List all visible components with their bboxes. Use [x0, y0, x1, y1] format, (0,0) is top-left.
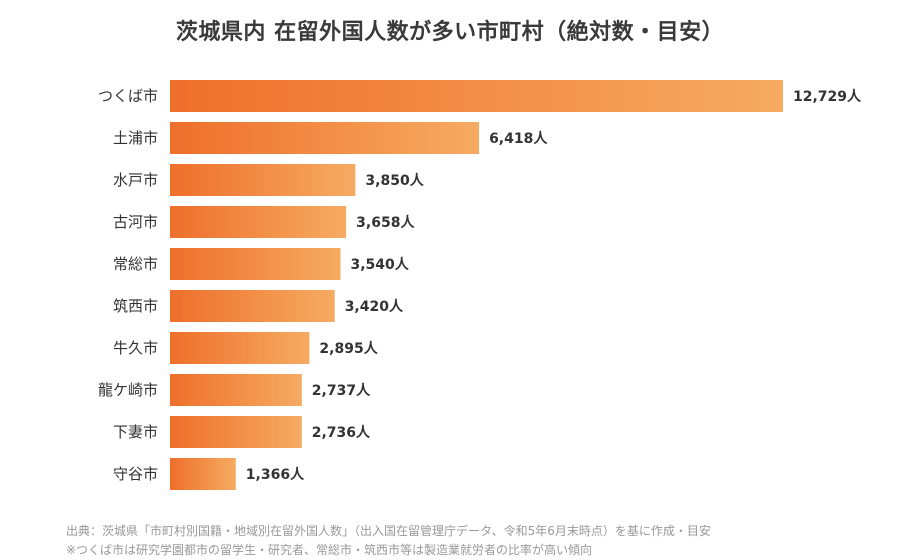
value-label: 2,737人: [312, 382, 371, 399]
value-label: 2,736人: [312, 424, 371, 441]
bar: [170, 290, 335, 322]
bar: [170, 374, 302, 406]
category-label: 土浦市: [113, 129, 158, 147]
chart-title: 茨城県内 在留外国人数が多い市町村（絶対数・目安）: [175, 20, 725, 45]
bar: [170, 164, 356, 196]
category-label: 常総市: [113, 255, 158, 273]
bar: [170, 80, 783, 112]
value-label: 3,420人: [345, 298, 404, 315]
bar: [170, 332, 310, 364]
category-label: 筑西市: [113, 297, 158, 315]
value-label: 3,540人: [350, 256, 409, 273]
bar: [170, 122, 480, 154]
category-label: 龍ケ崎市: [98, 381, 158, 399]
value-label: 3,850人: [365, 172, 424, 189]
category-label: 下妻市: [113, 423, 158, 441]
bar: [170, 248, 341, 280]
category-label: つくば市: [98, 87, 158, 105]
source-note: 出典：茨城県「市町村別国籍・地域別在留外国人数」（出入国在留管理庁データ、令和5…: [66, 524, 711, 538]
value-label: 12,729人: [793, 88, 862, 105]
bar: [170, 206, 347, 238]
value-label: 3,658人: [356, 214, 415, 231]
value-label: 2,895人: [319, 340, 378, 357]
remark-note: ※つくば市は研究学園都市の留学生・研究者、常総市・筑西市等は製造業就労者の比率が…: [66, 543, 593, 557]
bar: [170, 458, 236, 490]
bar: [170, 416, 302, 448]
category-label: 守谷市: [113, 465, 158, 483]
category-label: 水戸市: [113, 171, 158, 189]
category-label: 牛久市: [113, 339, 158, 357]
value-label: 1,366人: [246, 466, 305, 483]
value-label: 6,418人: [489, 130, 548, 147]
category-label: 古河市: [113, 213, 158, 231]
